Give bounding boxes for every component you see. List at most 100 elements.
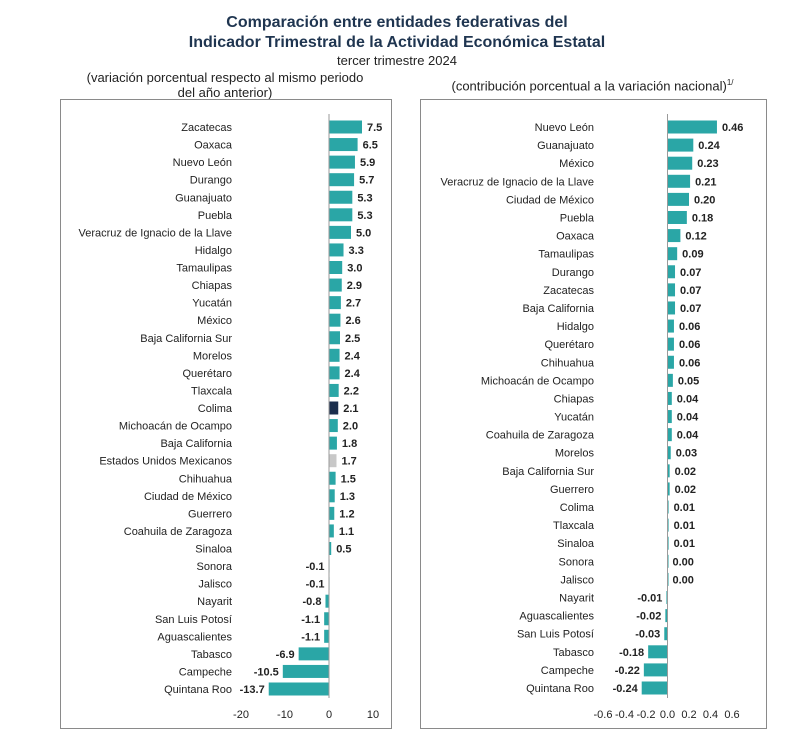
- left-category-label: Tlaxcala: [191, 385, 233, 397]
- left-category-label: Baja California Sur: [140, 333, 232, 345]
- right-value-label: 0.02: [675, 466, 696, 478]
- left-category-label: Quintana Roo: [164, 684, 232, 696]
- left-category-label: Tamaulipas: [176, 263, 232, 275]
- right-category-label: Chiapas: [554, 393, 595, 405]
- left-bar: [329, 243, 344, 257]
- right-category-label: Tlaxcala: [553, 520, 595, 532]
- left-bar: [324, 629, 329, 643]
- left-value-label: 2.6: [345, 315, 360, 327]
- right-category-label: Yucatán: [554, 412, 594, 424]
- right-value-label: 0.23: [697, 158, 718, 170]
- chart-title-line1: Comparación entre entidades federativas …: [226, 14, 568, 31]
- right-value-label: 0.01: [674, 538, 695, 550]
- left-value-label: 0.5: [336, 544, 351, 556]
- left-x-tick-label: -10: [277, 709, 293, 721]
- right-bar: [665, 609, 668, 623]
- right-category-label: Coahuila de Zaragoza: [486, 430, 595, 442]
- left-x-tick-label: 10: [367, 709, 379, 721]
- left-category-label: Colima: [198, 403, 233, 415]
- left-bar: [329, 348, 340, 362]
- right-bar: [667, 174, 691, 188]
- right-bar: [667, 482, 670, 496]
- left-value-label: 1.1: [339, 526, 354, 538]
- left-category-label: Baja California: [160, 438, 232, 450]
- right-value-label: 0.46: [722, 122, 743, 134]
- left-caption-line1: (variación porcentual respecto al mismo …: [86, 70, 364, 85]
- left-value-label: 1.5: [341, 473, 356, 485]
- left-value-label: 2.9: [347, 280, 362, 292]
- left-bar: [329, 173, 355, 187]
- left-value-label: 1.2: [339, 508, 354, 520]
- right-category-label: San Luis Potosí: [517, 629, 594, 641]
- left-value-label: 1.7: [341, 456, 356, 468]
- right-bar: [667, 464, 670, 478]
- left-category-label: Aguascalientes: [157, 631, 232, 643]
- left-value-label: -1.1: [301, 614, 320, 626]
- right-value-label: 0.00: [673, 556, 694, 568]
- right-category-label: Tabasco: [553, 647, 594, 659]
- right-value-label: 0.04: [677, 412, 699, 424]
- left-bar: [268, 682, 329, 696]
- right-bar: [667, 536, 669, 550]
- right-bar: [667, 373, 673, 387]
- left-bar: [329, 190, 353, 204]
- left-category-label: Chiapas: [192, 280, 233, 292]
- right-value-label: -0.01: [637, 593, 662, 605]
- left-value-label: 7.5: [367, 122, 382, 134]
- left-bar: [329, 542, 332, 555]
- right-bar: [667, 283, 676, 297]
- left-category-label: Coahuila de Zaragoza: [124, 526, 233, 538]
- right-value-label: 0.05: [678, 375, 699, 387]
- left-value-label: 2.4: [345, 350, 361, 362]
- right-value-label: -0.22: [615, 665, 640, 677]
- left-category-label: Zacatecas: [181, 122, 232, 134]
- right-bar: [667, 319, 674, 333]
- left-bar-chart: Zacatecas 7.5 Oaxaca 6.5 Nuevo León 5.9 Durang…: [79, 114, 382, 721]
- right-value-label: -0.24: [613, 683, 639, 695]
- right-value-label: -0.02: [636, 611, 661, 623]
- left-category-label: Hidalgo: [195, 245, 232, 257]
- right-bar: [643, 663, 668, 677]
- right-bar: [667, 120, 717, 134]
- left-value-label: -10.5: [254, 666, 279, 678]
- left-category-label: Sonora: [197, 561, 233, 573]
- left-bar: [329, 366, 340, 380]
- left-value-label: -0.1: [306, 561, 325, 573]
- right-value-label: -0.03: [635, 629, 660, 641]
- right-value-label: 0.02: [675, 484, 696, 496]
- left-category-label: Campeche: [179, 666, 232, 678]
- left-bar: [298, 647, 329, 661]
- right-x-tick-label: 0.6: [724, 709, 739, 721]
- left-value-label: 5.3: [357, 210, 372, 222]
- left-bar: [329, 383, 339, 397]
- right-bar: [666, 591, 668, 605]
- right-bar: [667, 500, 669, 514]
- right-category-label: Baja California: [522, 303, 594, 315]
- left-value-label: 5.9: [360, 157, 375, 169]
- left-category-label: Ciudad de México: [144, 491, 232, 503]
- left-category-label: Nuevo León: [173, 157, 232, 169]
- right-bar-chart: Nuevo León 0.46 Guanajuato 0.24 México 0.23 Ve…: [441, 114, 743, 721]
- left-category-label: Morelos: [193, 350, 233, 362]
- left-value-label: 6.5: [363, 140, 378, 152]
- right-bar: [667, 355, 674, 369]
- right-category-label: Aguascalientes: [519, 611, 594, 623]
- right-category-label: Sinaloa: [557, 538, 595, 550]
- chart-subtitle: tercer trimestre 2024: [337, 53, 457, 68]
- left-bar: [329, 313, 341, 327]
- right-bar: [667, 428, 672, 442]
- right-bar: [667, 518, 669, 532]
- right-value-label: 0.21: [695, 176, 716, 188]
- right-value-label: 0.01: [674, 520, 695, 532]
- left-chart-panel: Zacatecas 7.5 Oaxaca 6.5 Nuevo León 5.9 Durang…: [60, 99, 392, 729]
- left-bar: [329, 261, 343, 274]
- right-bar: [667, 210, 687, 224]
- right-x-tick-label: 0.2: [681, 709, 696, 721]
- right-value-label: -0.18: [619, 647, 644, 659]
- right-bar: [667, 337, 674, 351]
- right-value-label: 0.06: [679, 357, 700, 369]
- left-bar: [329, 419, 338, 433]
- right-category-label: Tamaulipas: [538, 249, 594, 261]
- right-x-tick-label: -0.4: [615, 709, 634, 721]
- left-bar: [329, 436, 337, 450]
